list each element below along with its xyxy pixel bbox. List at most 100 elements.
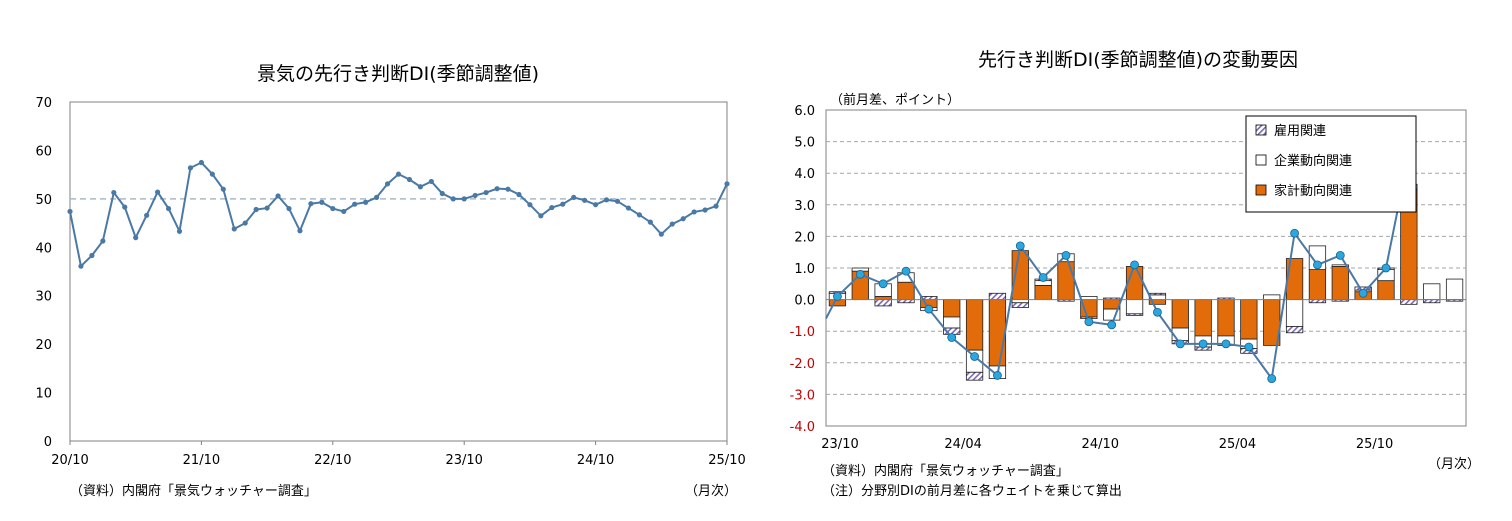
chart1-point <box>658 231 664 237</box>
chart2-xtick-label: 25/10 <box>1356 437 1393 452</box>
chart1-point <box>395 171 402 177</box>
chart2-bar-segment <box>1285 299 1304 327</box>
legend-box <box>1245 115 1417 213</box>
chart2-total-point <box>1335 250 1345 260</box>
chart1-point <box>614 198 621 204</box>
chart2-ytick-label: 6.0 <box>794 104 815 119</box>
chart1-y-axis: 0 10 20 30 40 50 60 70 <box>35 96 52 450</box>
chart1-point <box>439 190 445 197</box>
chart2-bar-segment <box>1171 299 1189 329</box>
chart1-point <box>384 181 391 187</box>
chart1-point <box>450 196 456 202</box>
chart1-point <box>691 209 697 215</box>
chart2-bar-segment <box>1285 326 1304 334</box>
chart2-bar-segment <box>1125 266 1144 301</box>
chart1-point <box>494 186 500 192</box>
chart1-xtick-label: 22/10 <box>314 453 351 468</box>
chart1-point <box>549 204 555 211</box>
chart2-legend: 雇用関連 企業動向関連 家計動向関連 <box>1245 115 1417 213</box>
chart1-point <box>253 206 259 213</box>
chart1-xtick-label: 20/10 <box>51 453 88 468</box>
chart2-x-axis: 23/10 24/04 24/10 25/04 25/10 <box>821 437 1393 452</box>
chart2-total-point <box>1313 260 1322 270</box>
chart1-point <box>625 205 632 211</box>
chart2-total-point <box>1290 228 1299 238</box>
chart1-point <box>527 202 533 208</box>
chart1-point <box>647 219 653 225</box>
chart1-point <box>100 238 106 244</box>
chart1-point <box>571 194 577 201</box>
chart2-total-point <box>1130 260 1139 270</box>
chart2-xtick-label: 24/04 <box>944 437 981 452</box>
chart1-point <box>209 171 215 177</box>
chart2-bar-segment <box>988 292 1007 300</box>
chart1-point <box>78 263 84 269</box>
chart1-point <box>603 197 610 203</box>
chart1-ytick-label: 60 <box>35 144 52 159</box>
chart1-point <box>187 165 194 171</box>
legend-label-employment: 雇用関連 <box>1274 123 1326 139</box>
chart1-point <box>264 205 270 211</box>
chart1-ytick-label: 10 <box>35 387 52 402</box>
chart1-point <box>176 228 183 234</box>
legend-swatch-business <box>1255 154 1267 166</box>
chart1-point <box>374 194 380 201</box>
chart2-bar-segment <box>1377 280 1395 301</box>
chart1-point <box>417 184 423 190</box>
chart2-bar-segment <box>1400 299 1418 305</box>
chart2-note: （注）分野別DIの前月差に各ウェイトを乗じて算出 <box>822 483 1122 499</box>
chart1-point <box>67 208 73 215</box>
chart2-total-point <box>970 352 979 361</box>
chart2-total-point <box>1358 288 1368 298</box>
chart1-point <box>461 196 467 202</box>
chart2-bar-segment <box>965 371 984 381</box>
chart1-point <box>483 189 489 196</box>
chart1-source-note: （資料）内閣府「景気ウォッチャー調査」 <box>70 483 317 499</box>
chart2-xtick-label: 25/04 <box>1219 437 1256 452</box>
di-factor-bar-chart: 先行き判断DI(季節調整値)の変動要因 （前月差、ポイント） 6.0 5.0 4.0… <box>790 49 1480 499</box>
legend-swatch-employment <box>1255 124 1267 136</box>
chart2-bar-segment <box>1057 261 1075 300</box>
chart1-unit-note: （月次） <box>685 483 737 499</box>
chart1-title: 景気の先行き判断DI(季節調整値) <box>257 63 539 85</box>
chart2-total-point <box>833 292 842 301</box>
chart2-total-point <box>1107 320 1117 330</box>
chart2-total-point <box>993 371 1002 380</box>
chart2-bar-segment <box>1125 313 1144 316</box>
chart1-point <box>428 178 434 185</box>
chart2-total-point <box>878 279 888 289</box>
chart2-total-points <box>833 149 1414 384</box>
chart1-point <box>297 228 303 234</box>
chart2-total-point <box>1221 339 1231 349</box>
chart1-point <box>538 213 544 219</box>
chart2-ytick-label: -4.0 <box>790 420 815 435</box>
chart1-point <box>516 191 522 198</box>
chart1-point <box>198 159 204 166</box>
chart2-ytick-label: 4.0 <box>794 167 815 182</box>
chart1-xtick-label: 23/10 <box>445 453 482 468</box>
chart2-total-point <box>924 304 934 314</box>
chart2-total-point <box>1038 273 1048 282</box>
chart2-bar-segment <box>1423 283 1441 300</box>
chart2-bar-segment <box>1308 269 1327 300</box>
chart1-ytick-label: 50 <box>35 193 52 208</box>
chart2-total-point <box>1061 250 1071 260</box>
chart1-point <box>582 197 588 203</box>
chart2-title: 先行き判断DI(季節調整値)の変動要因 <box>978 49 1298 71</box>
chart1-point <box>275 193 281 199</box>
legend-label-business: 企業動向関連 <box>1274 153 1352 169</box>
chart1-plot-area <box>69 101 728 442</box>
chart1-point <box>133 235 139 241</box>
chart2-bar-segment <box>1331 264 1349 267</box>
chart1-point <box>352 201 358 207</box>
chart2-ytick-label: 1.0 <box>794 262 815 277</box>
chart2-ytick-label: -2.0 <box>790 357 815 372</box>
chart2-total-point <box>901 266 911 276</box>
chart2-bar-segment <box>1331 266 1349 301</box>
chart2-bar-segment <box>988 299 1007 367</box>
chart1-point <box>724 181 730 187</box>
chart1-xtick-label: 21/10 <box>183 453 220 468</box>
chart2-xtick-label: 23/10 <box>821 437 858 452</box>
chart1-ytick-label: 30 <box>35 290 52 305</box>
